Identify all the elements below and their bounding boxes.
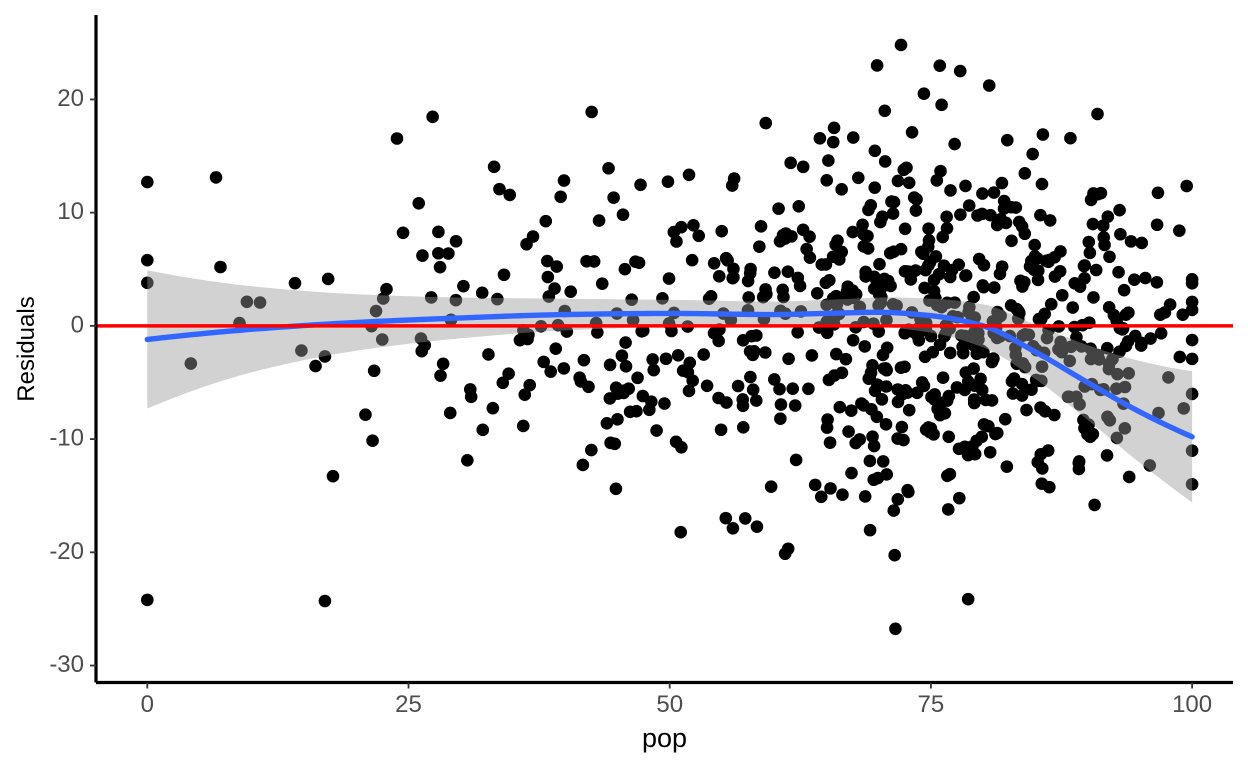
svg-text:-30: -30: [49, 651, 84, 678]
svg-text:75: 75: [918, 691, 945, 718]
svg-text:100: 100: [1172, 691, 1212, 718]
svg-text:pop: pop: [642, 723, 687, 753]
svg-text:20: 20: [57, 85, 84, 112]
svg-text:0: 0: [71, 311, 84, 338]
svg-text:-10: -10: [49, 425, 84, 452]
svg-text:10: 10: [57, 198, 84, 225]
svg-text:50: 50: [656, 691, 683, 718]
svg-text:25: 25: [395, 691, 422, 718]
svg-text:-20: -20: [49, 538, 84, 565]
svg-text:0: 0: [141, 691, 154, 718]
svg-text:Residuals: Residuals: [13, 296, 40, 401]
